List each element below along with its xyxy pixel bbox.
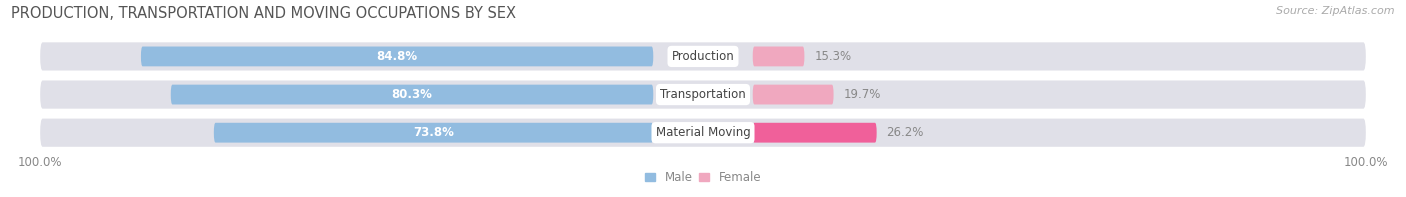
Text: Source: ZipAtlas.com: Source: ZipAtlas.com [1277,6,1395,16]
Text: 15.3%: 15.3% [814,50,852,63]
FancyBboxPatch shape [41,42,1365,71]
FancyBboxPatch shape [41,119,1365,147]
Text: 80.3%: 80.3% [392,88,433,101]
FancyBboxPatch shape [141,46,654,66]
Text: 84.8%: 84.8% [377,50,418,63]
FancyBboxPatch shape [752,85,834,104]
FancyBboxPatch shape [170,85,654,104]
FancyBboxPatch shape [41,80,1365,109]
FancyBboxPatch shape [752,46,804,66]
Legend: Male, Female: Male, Female [640,167,766,189]
FancyBboxPatch shape [214,123,654,143]
Text: Production: Production [672,50,734,63]
Text: 26.2%: 26.2% [887,126,924,139]
Text: 19.7%: 19.7% [844,88,882,101]
Text: Transportation: Transportation [661,88,745,101]
Text: PRODUCTION, TRANSPORTATION AND MOVING OCCUPATIONS BY SEX: PRODUCTION, TRANSPORTATION AND MOVING OC… [11,6,516,21]
FancyBboxPatch shape [752,123,877,143]
Text: Material Moving: Material Moving [655,126,751,139]
Text: 73.8%: 73.8% [413,126,454,139]
